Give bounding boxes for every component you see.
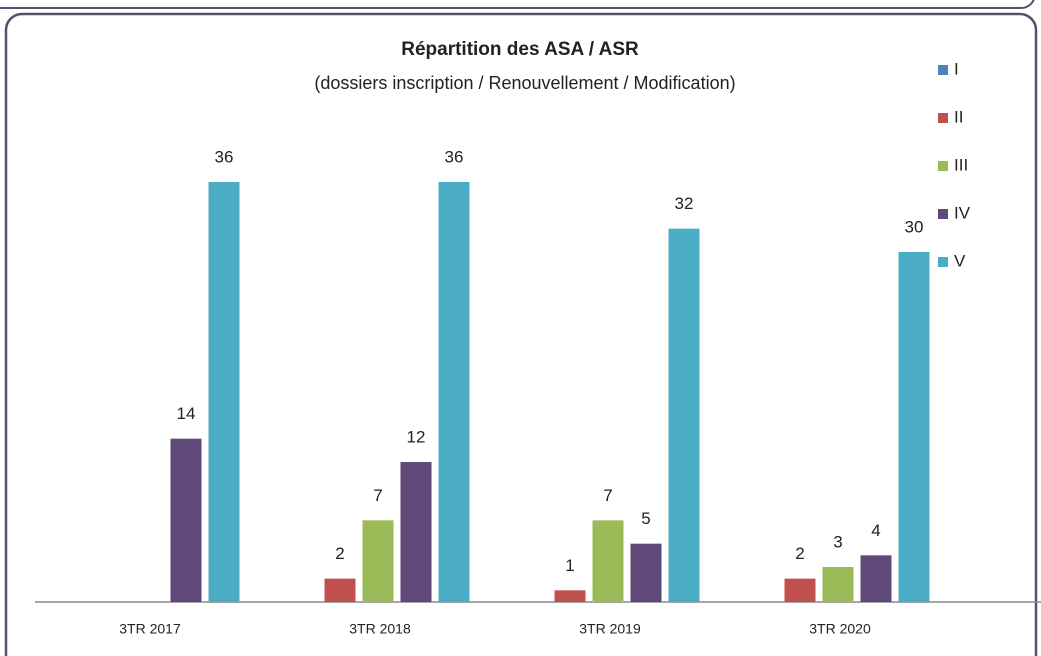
bar	[208, 182, 240, 602]
bar	[170, 438, 202, 602]
chart-subtitle: (dossiers inscription / Renouvellement /…	[314, 73, 735, 93]
data-label: 4	[871, 521, 880, 540]
data-label: 12	[407, 427, 426, 446]
data-label: 2	[335, 544, 344, 563]
upper-frame	[0, 0, 1035, 9]
legend-label: IV	[954, 203, 971, 222]
data-label: 1	[565, 556, 574, 575]
legend-label: V	[954, 251, 966, 270]
legend-swatch	[938, 161, 948, 171]
data-label: 2	[795, 544, 804, 563]
legend-swatch	[938, 209, 948, 219]
bar	[400, 462, 432, 602]
legend-label: III	[954, 155, 968, 174]
x-tick-label: 3TR 2017	[119, 621, 181, 637]
data-label: 14	[177, 404, 196, 423]
data-label: 30	[905, 217, 924, 236]
data-label: 3	[833, 532, 842, 551]
legend-swatch	[938, 65, 948, 75]
bar	[324, 578, 356, 602]
legend-label: I	[954, 59, 959, 78]
data-label: 7	[373, 486, 382, 505]
legend-swatch	[938, 257, 948, 267]
bar	[860, 555, 892, 602]
bar	[898, 252, 930, 602]
legend-swatch	[938, 113, 948, 123]
x-tick-label: 3TR 2019	[579, 621, 641, 637]
data-label: 36	[215, 147, 234, 166]
bar	[362, 520, 394, 602]
legend-label: II	[954, 107, 963, 126]
data-label: 7	[603, 486, 612, 505]
chart-title: Répartition des ASA / ASR	[401, 39, 639, 60]
bar	[438, 182, 470, 602]
data-label: 5	[641, 509, 650, 528]
bar	[554, 590, 586, 602]
bar	[784, 578, 816, 602]
chart-frame	[4, 12, 1038, 656]
x-tick-label: 3TR 2020	[809, 621, 871, 637]
bar	[822, 567, 854, 602]
bar	[630, 543, 662, 602]
data-label: 32	[675, 194, 694, 213]
x-tick-label: 3TR 2018	[349, 621, 411, 637]
data-label: 36	[445, 147, 464, 166]
bar	[668, 228, 700, 602]
bar	[592, 520, 624, 602]
